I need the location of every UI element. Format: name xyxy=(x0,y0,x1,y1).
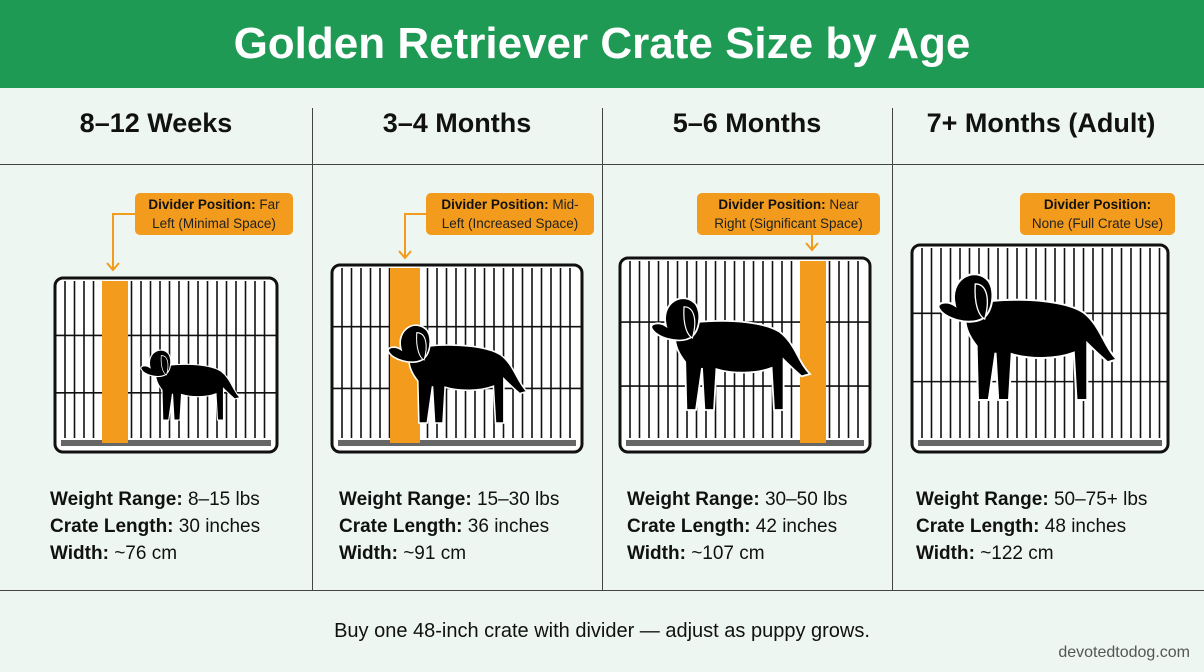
dog-silhouette xyxy=(387,324,529,424)
column-separator xyxy=(602,108,603,590)
arrow-head-icon xyxy=(398,250,412,260)
column-heading: 3–4 Months xyxy=(382,108,532,138)
crate xyxy=(330,263,584,454)
divider-callout: Divider Position: Mid-Left (Increased Sp… xyxy=(426,193,594,235)
crate-specs: Weight Range: 8–15 lbs Crate Length: 30 i… xyxy=(50,489,261,564)
crate xyxy=(618,256,872,454)
arrow-head-icon xyxy=(805,242,819,252)
crate xyxy=(910,243,1170,454)
watermark: devotedtodog.com xyxy=(1058,644,1190,661)
crate-specs: Weight Range: 30–50 lbs Crate Length: 42 … xyxy=(627,489,848,564)
column-heading: 5–6 Months xyxy=(672,108,822,138)
column-heading: 8–12 Weeks xyxy=(79,108,233,138)
dog-silhouette xyxy=(937,273,1119,402)
divider-callout: Divider Position: None (Full Crate Use) xyxy=(1020,193,1175,235)
arrow-head-icon xyxy=(106,262,120,272)
callout-arrow xyxy=(112,213,135,270)
crate-specs: Weight Range: 50–75+ lbs Crate Length: 48… xyxy=(916,489,1148,564)
callout-arrow xyxy=(404,213,426,258)
divider-line xyxy=(0,590,1204,591)
footer-note: Buy one 48-inch crate with divider — adj… xyxy=(334,620,870,642)
crate-divider xyxy=(800,261,826,443)
dog-silhouette xyxy=(650,297,812,411)
column-separator xyxy=(892,108,893,590)
column-separator xyxy=(312,108,313,590)
crate-specs: Weight Range: 15–30 lbs Crate Length: 36 … xyxy=(339,489,560,564)
page-title: Golden Retriever Crate Size by Age xyxy=(0,0,1204,88)
divider-callout: Divider Position: Far Left (Minimal Spac… xyxy=(135,193,293,235)
crate-divider xyxy=(102,281,128,443)
divider-callout: Divider Position: Near Right (Significan… xyxy=(697,193,880,235)
column-heading: 7+ Months (Adult) xyxy=(926,108,1156,138)
crate xyxy=(53,276,279,454)
dog-silhouette xyxy=(140,349,242,421)
